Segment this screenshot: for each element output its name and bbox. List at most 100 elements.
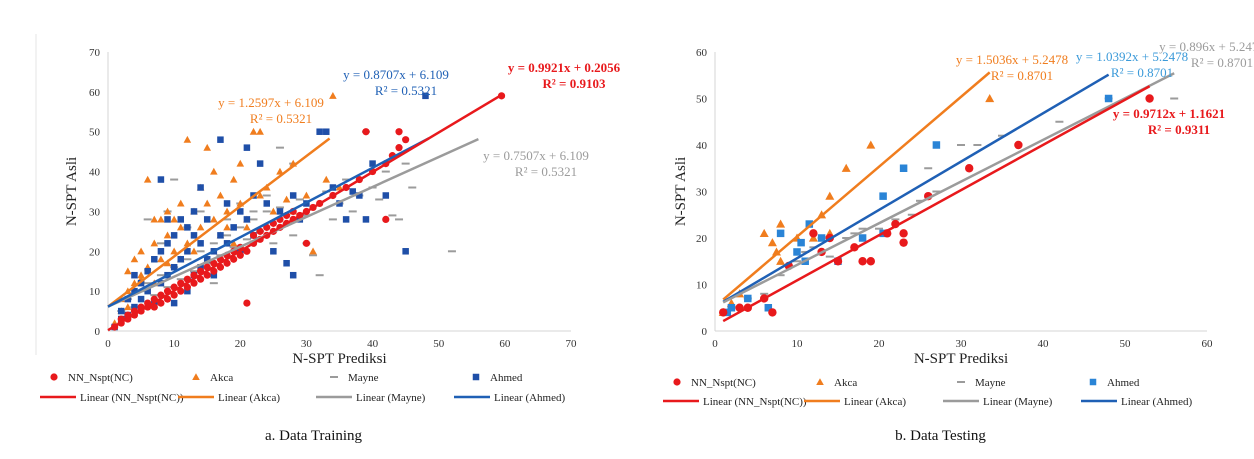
data-point-square	[805, 220, 814, 228]
data-point-circle	[1014, 140, 1023, 150]
data-point-square	[283, 259, 290, 267]
y-tick-label: 40	[89, 167, 101, 179]
data-point-square	[323, 128, 330, 135]
data-point-triangle	[776, 219, 786, 228]
data-point-square	[316, 128, 323, 135]
y-tick-label: 10	[696, 280, 708, 292]
trendline	[107, 93, 503, 332]
data-point-triangle	[322, 175, 331, 183]
data-point-square	[131, 271, 138, 279]
legend-marker	[673, 378, 681, 386]
data-point-triangle	[808, 233, 818, 242]
data-point-square	[356, 192, 363, 199]
trendline	[722, 73, 1110, 303]
x-axis-title: N-SPT Prediksi	[914, 351, 1008, 367]
data-point-square	[164, 240, 171, 247]
legend-label: Linear (Mayne)	[356, 392, 426, 404]
data-point-square	[131, 303, 138, 311]
data-point-square	[157, 176, 165, 183]
data-point-square	[144, 287, 151, 295]
data-point-square	[342, 216, 350, 223]
y-tick-label: 30	[696, 187, 708, 199]
legend-label: NN_Nspt(NC)	[68, 372, 133, 384]
y-axis-title: N-SPT Asli	[64, 157, 80, 226]
legend-label: Linear (Ahmed)	[1121, 396, 1192, 408]
data-point-triangle	[150, 239, 159, 247]
data-point-square	[131, 287, 138, 295]
trendline	[107, 137, 331, 308]
trendline-equation: y = 1.0392x + 5.2478	[1076, 49, 1188, 64]
trendline-r-squared: R² = 0.8701	[1111, 65, 1173, 80]
data-point-circle	[965, 164, 974, 173]
data-point-square	[349, 188, 356, 195]
legend-marker	[1089, 378, 1097, 386]
data-point-triangle	[157, 255, 165, 263]
data-point-circle	[183, 283, 191, 291]
data-point-square	[230, 224, 237, 231]
trendline	[107, 137, 479, 308]
x-tick-label: 60	[499, 338, 511, 350]
data-point-square	[382, 192, 390, 199]
y-tick-label: 30	[89, 206, 101, 218]
data-point-square	[336, 200, 343, 207]
data-point-square	[124, 295, 132, 303]
legend-marker	[50, 373, 58, 381]
data-point-square	[727, 304, 736, 312]
data-point-triangle	[866, 140, 876, 149]
caption-testing: b. Data Testing	[895, 428, 986, 444]
data-point-triangle	[216, 191, 225, 199]
y-tick-label: 0	[702, 326, 708, 338]
data-point-triangle	[170, 215, 178, 223]
data-point-square	[369, 160, 376, 167]
data-point-square	[764, 304, 773, 312]
legend-label: Linear (NN_Nspt(NC))	[80, 392, 184, 404]
data-point-triangle	[985, 94, 995, 103]
data-point-triangle	[183, 135, 192, 143]
data-point-square	[402, 248, 409, 255]
data-point-circle	[163, 295, 172, 303]
caption-training: a. Data Training	[264, 428, 363, 444]
trendline-r-squared: R² = 0.5321	[515, 164, 577, 179]
legend-label: Akca	[210, 372, 233, 384]
data-point-square	[289, 192, 297, 199]
x-tick-label: 40	[367, 338, 379, 350]
data-point-triangle	[256, 191, 264, 199]
data-point-square	[422, 92, 429, 100]
data-point-circle	[190, 279, 198, 287]
data-point-circle	[395, 144, 403, 152]
data-point-triangle	[203, 143, 212, 151]
data-point-triangle	[137, 247, 145, 255]
data-point-triangle	[163, 207, 172, 215]
data-point-square	[184, 248, 191, 255]
trendline	[722, 71, 991, 301]
trendline-r-squared: R² = 0.8701	[991, 68, 1053, 83]
data-point-circle	[866, 257, 875, 266]
trendline-r-squared: R² = 0.9103	[543, 76, 606, 91]
trendline	[722, 85, 1151, 323]
data-point-circle	[858, 257, 867, 266]
trendline-r-squared: R² = 0.9311	[1148, 122, 1210, 137]
data-point-triangle	[249, 127, 258, 135]
data-point-square	[256, 160, 264, 167]
data-point-triangle	[229, 239, 238, 247]
data-point-triangle	[157, 215, 165, 223]
data-point-circle	[382, 215, 390, 223]
data-point-square	[157, 248, 165, 255]
data-point-square	[210, 271, 218, 279]
data-point-square	[184, 224, 191, 231]
data-point-square	[170, 299, 178, 307]
y-tick-label: 50	[696, 94, 708, 106]
data-point-triangle	[176, 223, 185, 231]
legend-label: Linear (Akca)	[844, 396, 906, 408]
data-point-circle	[395, 128, 403, 136]
trendline-r-squared: R² = 0.8701	[1191, 55, 1253, 70]
data-point-triangle	[302, 191, 311, 199]
y-tick-label: 70	[89, 47, 101, 59]
data-point-square	[776, 229, 785, 238]
legend-label: Linear (NN_Nspt(NC))	[703, 396, 807, 408]
data-point-square	[177, 216, 185, 223]
data-point-triangle	[203, 199, 212, 207]
data-point-triangle	[223, 207, 231, 215]
data-point-square	[177, 256, 185, 263]
